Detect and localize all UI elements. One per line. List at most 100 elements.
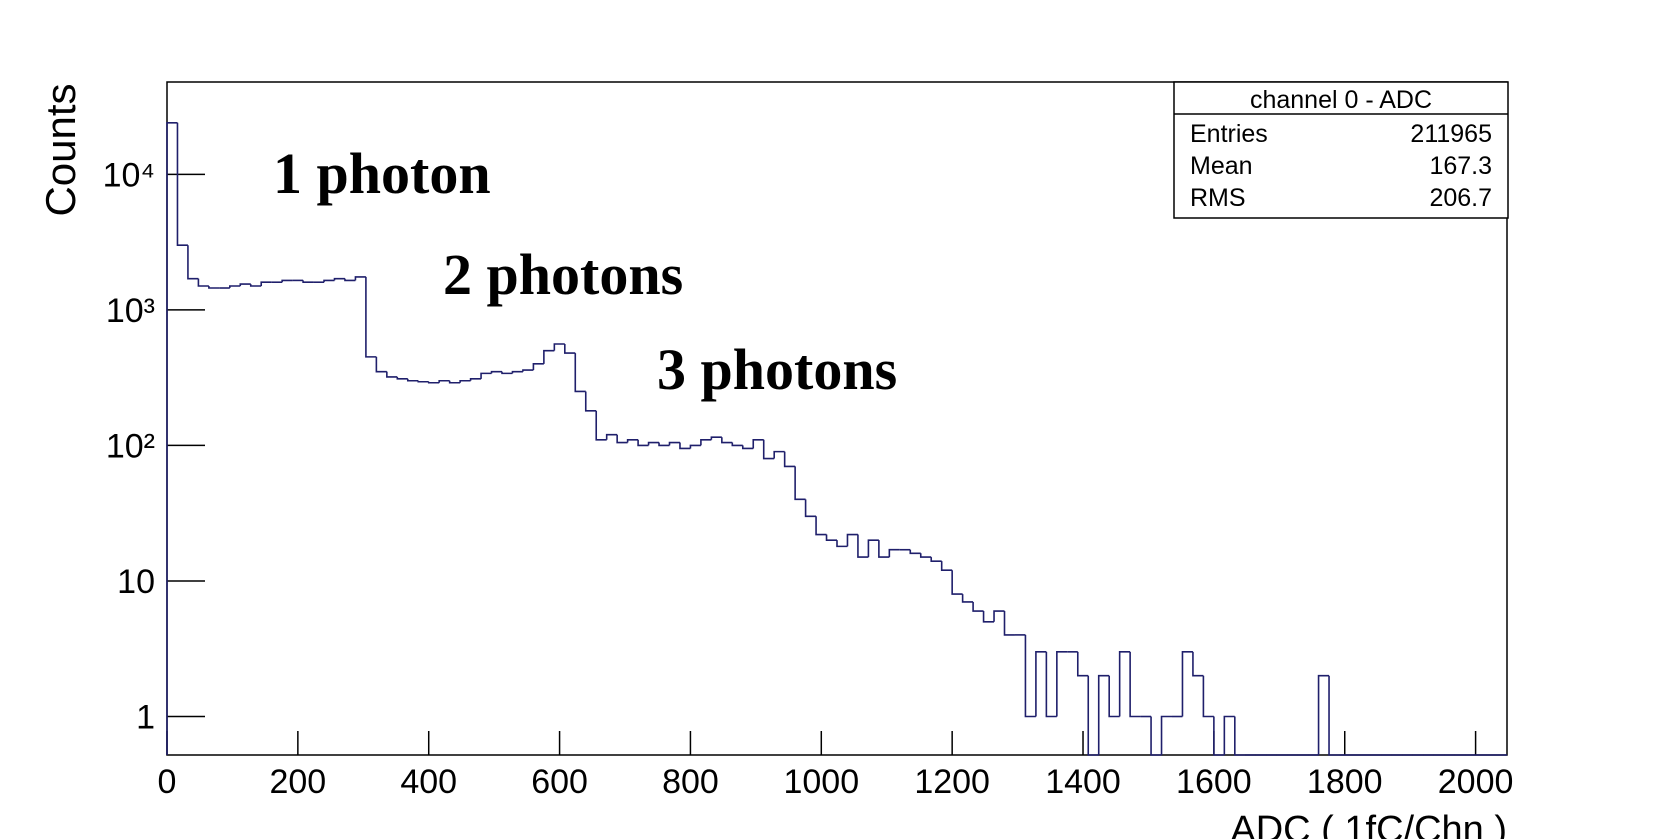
histogram-bin (584, 391, 597, 412)
histogram-bin (532, 363, 544, 371)
histogram-bin (1076, 651, 1089, 677)
histogram-bin (1317, 674, 1330, 755)
histogram-bin (480, 372, 492, 379)
histogram-bin (836, 540, 848, 548)
histogram-bin (1003, 611, 1015, 636)
x-tick-label: 1800 (1307, 763, 1383, 801)
histogram-bin (1234, 716, 1246, 756)
histogram-bin (658, 442, 670, 447)
histogram-bin (459, 379, 471, 383)
histogram-bin (804, 499, 817, 518)
x-tick-label: 1200 (914, 763, 990, 801)
histogram-bin (616, 434, 628, 444)
histogram-bin (888, 548, 900, 558)
y-tick-label: 10³ (106, 292, 155, 330)
histogram-bin (647, 441, 660, 446)
histogram-bin (187, 245, 199, 280)
histogram-bin (543, 349, 555, 364)
histogram-bin (700, 439, 712, 446)
histogram-bin (626, 439, 639, 443)
histogram-bin (427, 381, 440, 384)
histogram-bin (438, 379, 450, 383)
histogram-bin (375, 356, 387, 373)
x-tick-label: 400 (400, 763, 457, 801)
histogram-bin (605, 433, 618, 440)
histogram-bin (961, 594, 974, 603)
histogram-bin (448, 380, 461, 384)
histogram-bin (553, 343, 565, 351)
histogram-bin (386, 371, 398, 378)
histogram-bin (1181, 651, 1193, 717)
histogram-bin (972, 601, 984, 612)
histogram-bin (396, 376, 408, 380)
histogram-bin (1118, 651, 1131, 717)
histogram-bin (689, 444, 701, 449)
x-axis-title: ADC ( 1fC/Chn ) (1230, 809, 1507, 839)
histogram-bin (679, 442, 691, 450)
x-tick-label: 800 (662, 763, 719, 801)
histogram-bin (1024, 634, 1036, 718)
y-axis-title: Counts (37, 83, 84, 216)
histogram-bin (710, 436, 722, 440)
x-tick-label: 200 (269, 763, 326, 801)
histogram-bin (166, 122, 178, 755)
x-tick-label: 0 (158, 763, 177, 801)
histogram-bin (752, 439, 764, 449)
histogram-bin (344, 278, 356, 282)
histogram-bin (281, 279, 293, 283)
histogram-bin (878, 540, 890, 558)
histogram-bin (1035, 651, 1047, 717)
y-tick-label: 1 (136, 699, 155, 737)
histogram-bin (721, 437, 733, 444)
y-tick-label: 10⁴ (103, 156, 155, 194)
histogram-bin (1129, 651, 1141, 718)
histogram-bin (323, 279, 335, 283)
histogram-bin (511, 370, 523, 374)
histogram-bin (741, 445, 754, 450)
stats-value: 206.7 (1429, 184, 1492, 212)
histogram-bin (731, 442, 743, 447)
histogram-bin (762, 439, 775, 460)
histogram-bin (197, 278, 209, 287)
histogram-bin (1160, 715, 1172, 755)
histogram-bin (522, 369, 534, 372)
histogram-bin (501, 371, 513, 375)
histogram-bin (846, 533, 858, 547)
histogram-bin (365, 276, 377, 358)
x-tick-label: 1000 (783, 763, 859, 801)
stats-label: RMS (1190, 184, 1246, 212)
histogram-bin (951, 570, 963, 595)
histogram-bin (982, 611, 995, 623)
histogram-bin (417, 380, 429, 383)
stats-value: 211965 (1410, 120, 1492, 148)
histogram-bin (993, 610, 1005, 622)
stats-box (1173, 81, 1509, 219)
histogram-bin (1328, 675, 1340, 756)
histogram-bin (1056, 651, 1068, 717)
histogram-bin (574, 353, 586, 393)
histogram-bin (857, 534, 869, 558)
histogram-bin (333, 277, 345, 281)
histogram-bin (668, 441, 680, 446)
histogram-bin (919, 553, 932, 558)
histogram-bin (208, 286, 220, 289)
histogram-bin (815, 516, 827, 536)
histogram-bin (867, 539, 879, 558)
histogram-bin (1202, 675, 1214, 718)
histogram-bin (406, 378, 419, 382)
y-tick-label: 10 (117, 563, 155, 601)
histogram-bin (930, 557, 942, 562)
histogram-bin (794, 466, 806, 501)
stats-label: Entries (1190, 120, 1268, 148)
y-tick-label: 10² (106, 427, 155, 465)
histogram-bin (249, 284, 262, 287)
x-tick-label: 1400 (1045, 763, 1121, 801)
histogram-bin (354, 276, 366, 281)
stats-value: 167.3 (1429, 152, 1492, 180)
histogram-bin (490, 370, 502, 374)
histogram-bin (595, 410, 607, 441)
histogram-bin (825, 534, 837, 541)
x-tick-label: 600 (531, 763, 588, 801)
annotation: 3 photons (657, 337, 897, 402)
